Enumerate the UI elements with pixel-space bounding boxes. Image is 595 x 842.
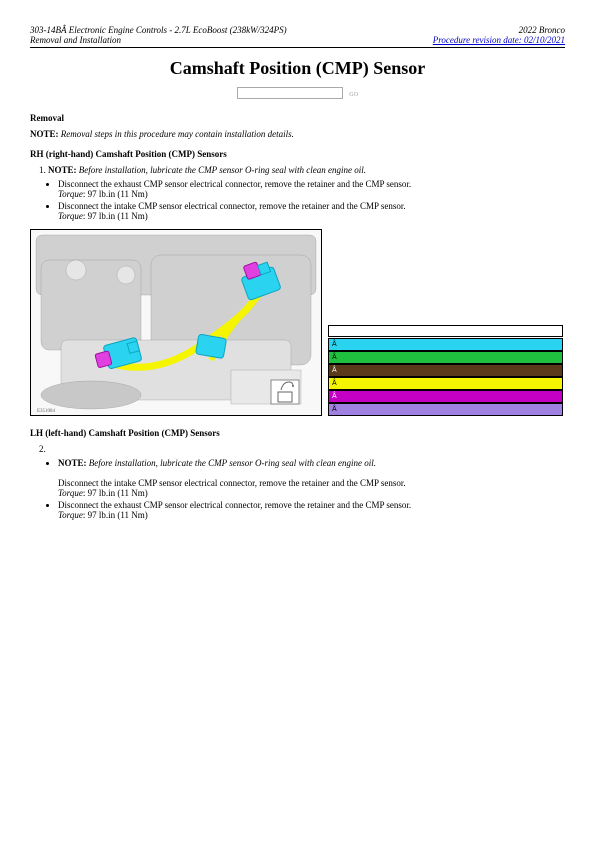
lh-step-2 <box>48 444 565 454</box>
figure-row: E351084 Â Â Â Â Â Â <box>30 229 565 416</box>
removal-heading: Removal <box>30 113 565 123</box>
engine-diagram: E351084 <box>30 229 322 416</box>
legend-row-green: Â <box>328 351 563 364</box>
note-body: Before installation, lubricate the CMP s… <box>79 165 366 175</box>
removal-note: NOTE: Removal steps in this procedure ma… <box>30 129 565 139</box>
torque-label: Torque <box>58 211 83 221</box>
legend-row-brown: Â <box>328 364 563 377</box>
rh-bullet-1: Disconnect the exhaust CMP sensor electr… <box>58 179 565 199</box>
bullet-text: Disconnect the exhaust CMP sensor electr… <box>58 179 411 189</box>
rh-step-list: NOTE: Before installation, lubricate the… <box>48 165 565 175</box>
bullet-text: Disconnect the exhaust CMP sensor electr… <box>58 500 411 510</box>
search-go-button[interactable]: GO <box>349 92 358 98</box>
note-label: NOTE: <box>58 458 87 468</box>
note-body: Before installation, lubricate the CMP s… <box>89 458 376 468</box>
legend-row-cyan: Â <box>328 338 563 351</box>
rh-bullet-2: Disconnect the intake CMP sensor electri… <box>58 201 565 221</box>
rh-heading: RH (right-hand) Camshaft Position (CMP) … <box>30 149 565 159</box>
legend-row-purple: Â <box>328 403 563 416</box>
torque-value: : 97 lb.in (11 Nm) <box>83 488 148 498</box>
lh-heading: LH (left-hand) Camshaft Position (CMP) S… <box>30 428 565 438</box>
search-input[interactable] <box>237 87 343 99</box>
figure-ref: E351084 <box>37 409 56 414</box>
legend-row-yellow: Â <box>328 377 563 390</box>
vehicle-year: 2022 Bronco <box>433 25 565 35</box>
lh-sub-list: NOTE: Before installation, lubricate the… <box>58 458 565 520</box>
rh-step-1: NOTE: Before installation, lubricate the… <box>48 165 565 175</box>
lh-bullet-1: Disconnect the exhaust CMP sensor electr… <box>58 500 565 520</box>
torque-value: : 97 lb.in (11 Nm) <box>83 510 148 520</box>
lh-step-list <box>48 444 565 454</box>
torque-label: Torque <box>58 189 83 199</box>
note-label: NOTE: <box>48 165 77 175</box>
torque-label: Torque <box>58 510 83 520</box>
page-title: Camshaft Position (CMP) Sensor <box>30 58 565 79</box>
revision-date-link[interactable]: Procedure revision date: 02/10/2021 <box>433 35 565 45</box>
torque-label: Torque <box>58 488 83 498</box>
page-header: 303-14BÂ Electronic Engine Controls - 2.… <box>30 25 565 48</box>
header-right: 2022 Bronco Procedure revision date: 02/… <box>433 25 565 45</box>
legend-column: Â Â Â Â Â Â <box>328 229 563 416</box>
header-left: 303-14BÂ Electronic Engine Controls - 2.… <box>30 25 287 45</box>
bullet-text: Disconnect the intake CMP sensor electri… <box>58 201 406 211</box>
torque-value: : 97 lb.in (11 Nm) <box>83 189 148 199</box>
note-label: NOTE: <box>30 129 59 139</box>
legend-header <box>328 325 563 337</box>
subsection: Removal and Installation <box>30 35 287 45</box>
lh-bullet-note: NOTE: Before installation, lubricate the… <box>58 458 565 498</box>
rh-sub-list: Disconnect the exhaust CMP sensor electr… <box>58 179 565 221</box>
legend-row-magenta: Â <box>328 390 563 403</box>
note-body: Removal steps in this procedure may cont… <box>61 129 294 139</box>
search-bar: GO <box>30 87 565 99</box>
lh-line-1: Disconnect the intake CMP sensor electri… <box>58 478 406 488</box>
section-code: 303-14BÂ Electronic Engine Controls - 2.… <box>30 25 287 35</box>
torque-value: : 97 lb.in (11 Nm) <box>83 211 148 221</box>
